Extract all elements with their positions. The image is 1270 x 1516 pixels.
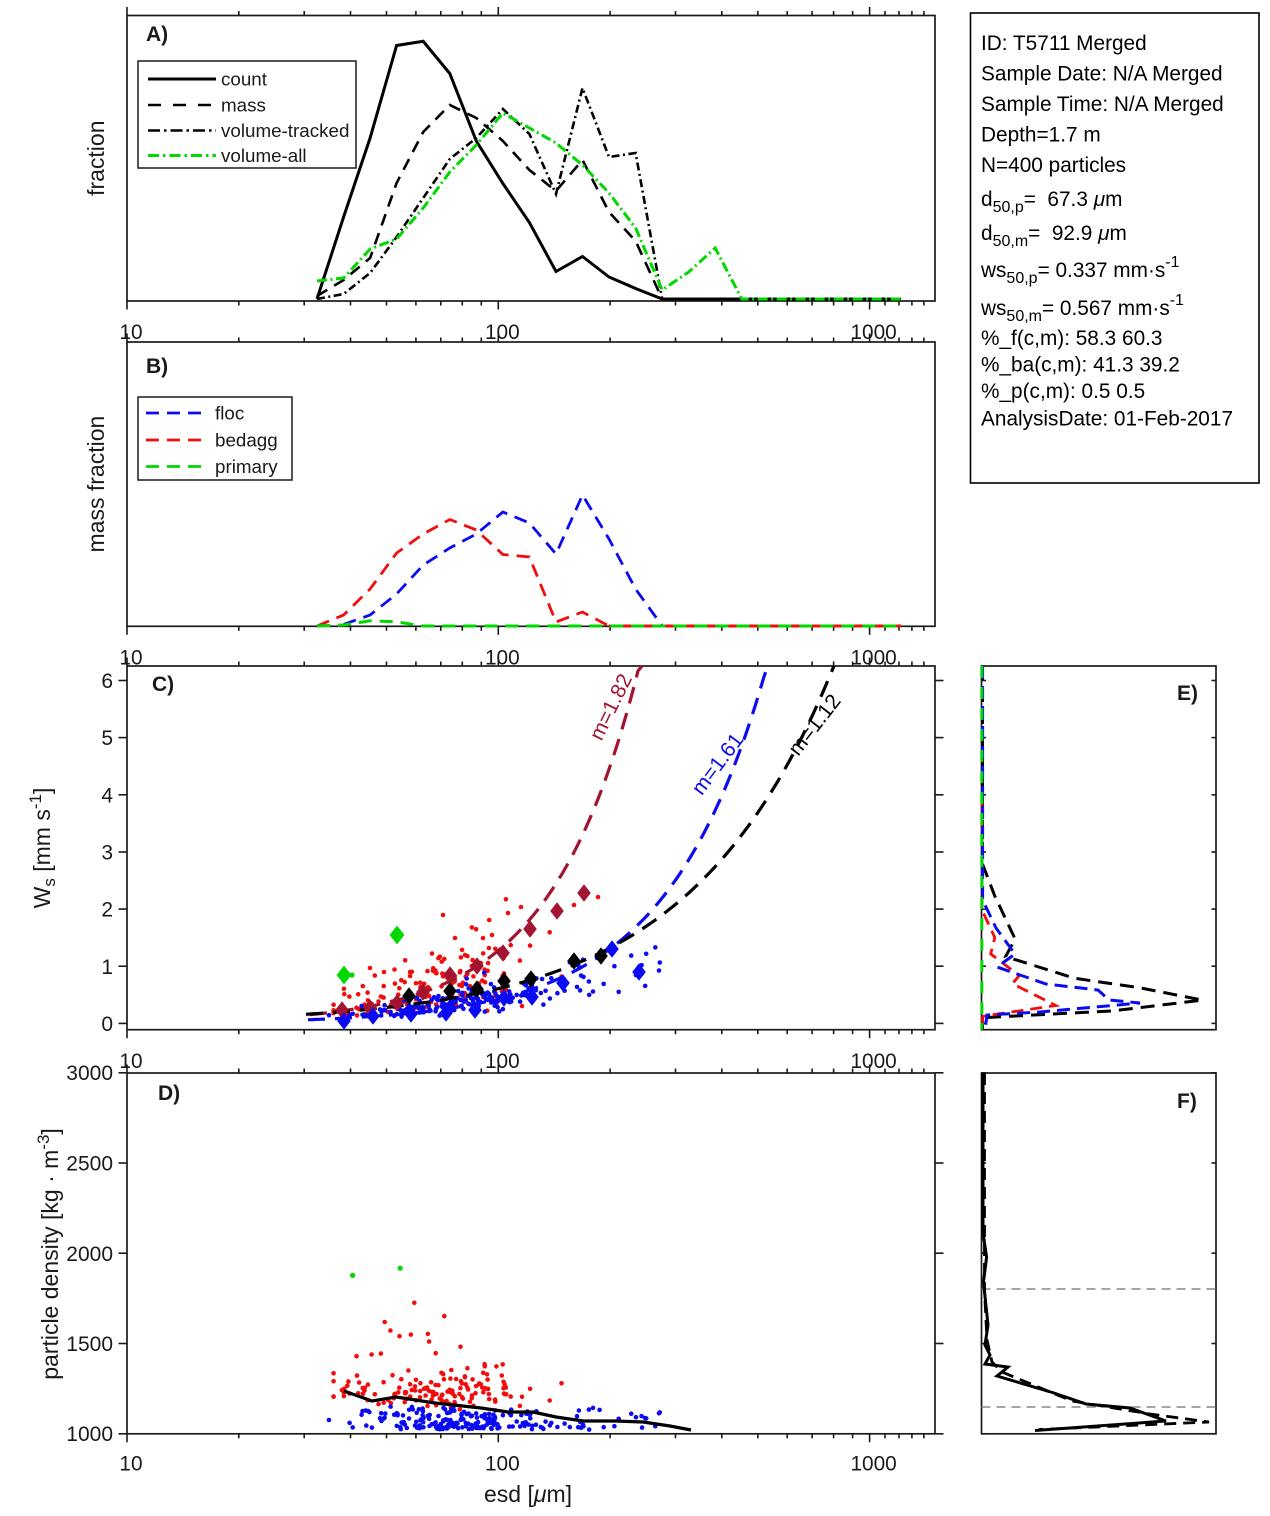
svg-text:count: count [221, 69, 268, 90]
svg-text:5: 5 [101, 727, 113, 750]
svg-text:1000: 1000 [850, 321, 896, 344]
svg-text:1500: 1500 [66, 1333, 113, 1356]
svg-text:fraction: fraction [83, 120, 109, 195]
svg-text:2500: 2500 [66, 1153, 113, 1176]
svg-text:100: 100 [485, 647, 520, 670]
svg-text:B): B) [146, 355, 168, 378]
svg-text:Sample Date: N/A Merged: Sample Date: N/A Merged [981, 63, 1223, 86]
svg-text:3: 3 [101, 842, 113, 865]
svg-text:6: 6 [101, 670, 113, 693]
svg-text:4: 4 [101, 784, 113, 807]
svg-text:primary: primary [215, 456, 278, 477]
svg-text:Sample Time: N/A Merged: Sample Time: N/A Merged [981, 93, 1224, 116]
svg-text:10: 10 [119, 647, 142, 670]
svg-text:2: 2 [101, 899, 113, 922]
svg-text:volume-tracked: volume-tracked [221, 120, 349, 141]
svg-text:1000: 1000 [850, 1050, 896, 1073]
svg-text:volume-all: volume-all [221, 145, 307, 166]
svg-text:0: 0 [101, 1013, 113, 1036]
svg-text:F): F) [1177, 1090, 1197, 1113]
svg-text:1000: 1000 [66, 1423, 113, 1446]
svg-text:10: 10 [119, 1050, 142, 1073]
svg-text:N=400 particles: N=400 particles [981, 154, 1126, 177]
svg-text:100: 100 [485, 321, 520, 344]
svg-text:1000: 1000 [850, 1453, 896, 1476]
svg-text:E): E) [1177, 682, 1198, 705]
svg-text:bedagg: bedagg [215, 430, 278, 451]
svg-text:particle density [kg · m-3]: particle density [kg · m-3] [34, 1128, 63, 1380]
svg-text:A): A) [146, 23, 168, 46]
svg-text:100: 100 [485, 1050, 520, 1073]
svg-text:Ws [mm s-1]: Ws [mm s-1] [26, 788, 59, 909]
svg-text:%_p(c,m): 0.5 0.5: %_p(c,m): 0.5 0.5 [981, 380, 1145, 403]
svg-text:mass fraction: mass fraction [83, 416, 109, 553]
svg-text:2000: 2000 [66, 1243, 113, 1266]
svg-text:3000: 3000 [66, 1062, 113, 1085]
svg-text:ID: T5711 Merged: ID: T5711 Merged [981, 32, 1147, 55]
svg-text:ws50,m= 0.567 mm·s-1: ws50,m= 0.567 mm·s-1 [980, 292, 1184, 325]
svg-text:floc: floc [215, 403, 244, 424]
svg-text:100: 100 [485, 1453, 520, 1476]
svg-text:%_f(c,m): 58.3 60.3: %_f(c,m): 58.3 60.3 [981, 327, 1162, 350]
svg-text:10: 10 [119, 1453, 142, 1476]
svg-text:esd [μm]: esd [μm] [484, 1481, 572, 1507]
svg-text:D): D) [158, 1082, 180, 1105]
svg-text:AnalysisDate: 01-Feb-2017: AnalysisDate: 01-Feb-2017 [981, 408, 1233, 431]
svg-text:mass: mass [221, 95, 266, 116]
svg-text:Depth=1.7 m: Depth=1.7 m [981, 124, 1101, 147]
svg-text:%_ba(c,m): 41.3 39.2: %_ba(c,m): 41.3 39.2 [981, 354, 1180, 377]
svg-text:1000: 1000 [850, 647, 896, 670]
svg-text:10: 10 [119, 321, 142, 344]
svg-text:C): C) [152, 673, 174, 696]
svg-text:1: 1 [101, 956, 113, 979]
